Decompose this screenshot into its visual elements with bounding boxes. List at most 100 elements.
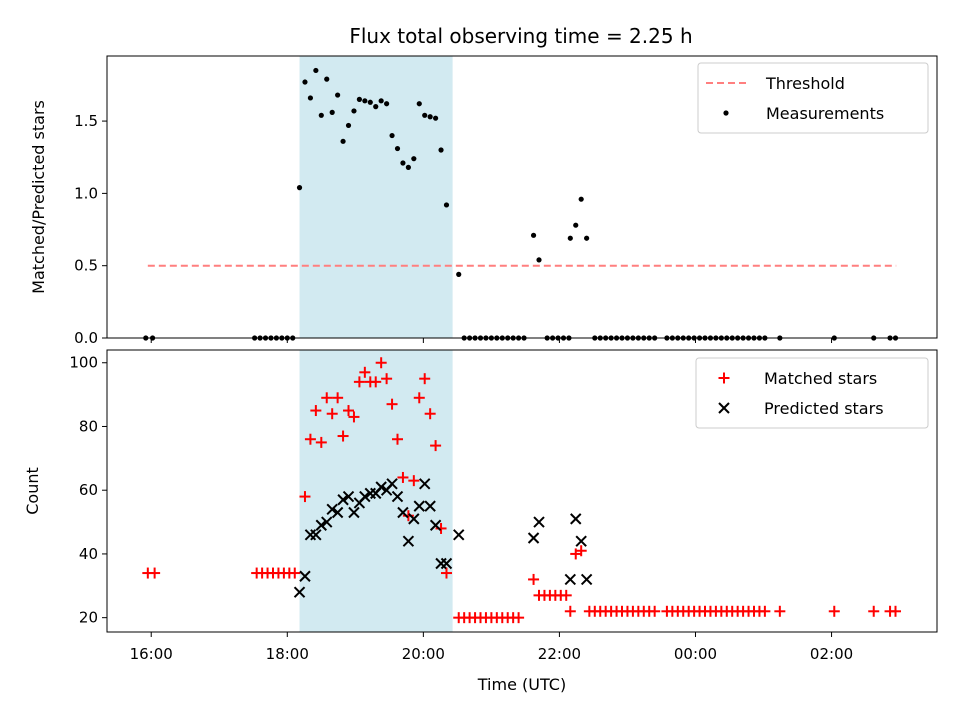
matched-star-point: [430, 440, 442, 452]
predicted-star-point: [331, 506, 344, 519]
matched-star-point: [386, 398, 398, 410]
top-panel-x-ticks: [150, 338, 833, 343]
measurement-point: [394, 145, 401, 152]
matched-star-point: [759, 605, 771, 617]
measurement-point: [356, 96, 363, 102]
matched-star-point: [304, 433, 316, 445]
measurement-point: [302, 79, 308, 85]
y-tick-label: 60: [79, 481, 98, 499]
y-tick-label: 100: [69, 354, 98, 372]
matched-star-point: [370, 376, 382, 388]
matched-star-point: [440, 567, 452, 579]
matched-star-point: [315, 436, 327, 448]
measurement-point: [307, 95, 314, 101]
matched-star-point: [868, 605, 880, 617]
predicted-star-point: [575, 535, 587, 547]
legend-label: Measurements: [766, 104, 884, 123]
bottom-panel-legend: Matched stars Predicted stars: [695, 357, 929, 429]
x-tick-label: 18:00: [266, 645, 309, 663]
predicted-star-point: [580, 573, 593, 586]
measurement-point: [443, 202, 450, 208]
predicted-star-point: [533, 516, 545, 528]
predicted-star-point: [527, 532, 540, 544]
chart-title: Flux total observing time = 2.25 h: [349, 24, 692, 48]
predicted-star-point: [564, 573, 577, 586]
x-tick-label: 02:00: [810, 645, 853, 663]
matched-star-point: [332, 392, 344, 404]
predicted-star-point: [429, 519, 442, 531]
measurement-point: [318, 112, 324, 118]
predicted-star-point: [413, 500, 425, 512]
matched-star-point: [413, 392, 425, 404]
bottom-panel-y-axis-label: Count: [23, 467, 42, 515]
matched-star-point: [560, 589, 572, 601]
measurement-point: [389, 132, 395, 139]
matched-star-point: [149, 567, 161, 579]
predicted-star-point: [402, 535, 415, 547]
measurement-point: [367, 99, 373, 105]
legend-box: [695, 357, 929, 429]
predicted-star-point: [375, 481, 387, 493]
matched-star-point: [321, 392, 333, 404]
top-panel-legend: Threshold Measurements: [697, 62, 929, 134]
y-tick-label: 20: [79, 609, 98, 627]
matched-star-point: [575, 545, 587, 557]
measurement-point: [378, 98, 384, 104]
matched-star-point: [289, 567, 301, 579]
measurement-point: [405, 164, 411, 170]
predicted-star-point: [321, 516, 333, 528]
measurement-point: [335, 92, 341, 98]
matched-star-point: [419, 373, 431, 385]
y-tick-label: 1.5: [74, 112, 98, 130]
measurement-point: [411, 156, 417, 162]
predicted-star-point: [440, 557, 453, 570]
matched-star-point: [337, 430, 349, 442]
measurement-point: [296, 185, 303, 191]
measurement-point: [351, 108, 357, 114]
predicted-star-point: [391, 490, 404, 503]
x-tick-label: 22:00: [538, 645, 581, 663]
matched-star-point: [299, 491, 311, 503]
predicted-star-point: [293, 586, 306, 598]
bottom-panel-y-ticks: 20 40 60 80 100: [69, 354, 107, 627]
matched-star-point: [326, 408, 338, 420]
matched-star-point: [528, 573, 540, 585]
matched-star-point: [375, 357, 387, 369]
measurement-point: [416, 101, 422, 107]
predicted-star-point: [326, 503, 338, 516]
predicted-star-point: [570, 513, 582, 525]
legend-box: [697, 62, 929, 134]
matched-star-point: [424, 408, 436, 420]
matched-star-point: [359, 366, 371, 378]
observing-window-highlight: [299, 56, 453, 338]
measurement-point: [400, 160, 406, 166]
legend-label: Predicted stars: [764, 399, 884, 418]
x-tick-label: 00:00: [674, 645, 717, 663]
x-tick-label: 20:00: [402, 645, 445, 663]
matched-star-point: [353, 376, 365, 388]
measurement-point: [324, 76, 330, 82]
top-panel-y-axis-label: Matched/Predicted stars: [29, 100, 48, 294]
y-tick-label: 1.0: [74, 184, 98, 202]
measurement-point: [362, 98, 368, 104]
matched-star-point: [397, 471, 409, 483]
measurement-point: [384, 101, 390, 107]
predicted-star-point: [299, 570, 311, 582]
legend-measurement-swatch: [723, 110, 729, 116]
measurement-point: [578, 196, 584, 202]
matched-star-point: [310, 405, 322, 417]
measurement-point: [432, 115, 439, 121]
predicted-star-point: [386, 478, 398, 490]
measurement-point: [530, 232, 537, 238]
measurement-point: [313, 67, 319, 74]
legend-predicted-swatch: [718, 402, 730, 414]
measurement-point: [584, 235, 590, 241]
bottom-panel-frame: [106, 349, 938, 633]
predicted-stars-points: [293, 478, 593, 598]
measurement-point: [345, 122, 352, 129]
measurement-point: [567, 235, 573, 241]
matched-star-point: [348, 411, 360, 423]
matched-star-point: [513, 612, 525, 624]
measurement-point: [373, 104, 379, 110]
